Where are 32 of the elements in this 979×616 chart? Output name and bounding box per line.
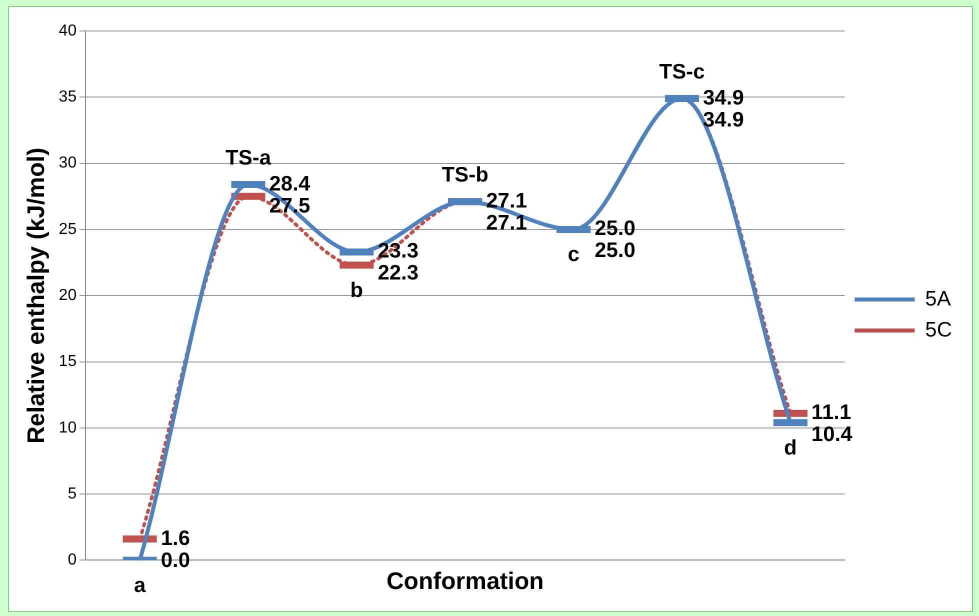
- data-label: 25.0: [594, 217, 636, 240]
- data-label: 34.9: [703, 108, 744, 132]
- data-label: 28.4: [269, 172, 310, 196]
- y-tick-label: 30: [58, 154, 77, 172]
- y-tick-label: 15: [58, 353, 77, 370]
- data-label: 11.1: [811, 401, 852, 424]
- x-tick-label: a: [134, 574, 146, 597]
- x-tick-label: TS-b: [442, 163, 488, 186]
- x-tick-label: b: [350, 278, 364, 302]
- data-label: 27.1: [486, 189, 528, 212]
- data-label: 27.1: [486, 211, 528, 234]
- y-tick-label: 35: [58, 88, 77, 106]
- x-tick-label: c: [568, 243, 580, 266]
- y-axis-title: Relative enthalpy (kJ/mol): [23, 148, 50, 444]
- data-label: 1.6: [160, 526, 190, 550]
- y-tick-label: 20: [58, 287, 77, 304]
- y-tick-label: 5: [68, 485, 77, 502]
- y-tick-label: 40: [58, 22, 77, 40]
- data-label: 10.4: [811, 423, 853, 446]
- x-tick-label: d: [784, 436, 797, 460]
- x-axis-title: Conformation: [386, 568, 544, 596]
- y-tick-label: 10: [58, 419, 77, 436]
- data-label: 34.9: [703, 86, 744, 110]
- y-tick-label: 0: [68, 552, 77, 569]
- y-tick-label: 25: [58, 220, 77, 238]
- legend-label: 5A: [925, 287, 951, 310]
- legend-label: 5C: [925, 318, 952, 342]
- x-tick-label: TS-c: [659, 60, 706, 84]
- data-label: 25.0: [594, 239, 636, 262]
- data-label: 0.0: [160, 548, 190, 572]
- data-label: 22.3: [378, 262, 419, 285]
- x-tick-label: TS-a: [225, 146, 272, 170]
